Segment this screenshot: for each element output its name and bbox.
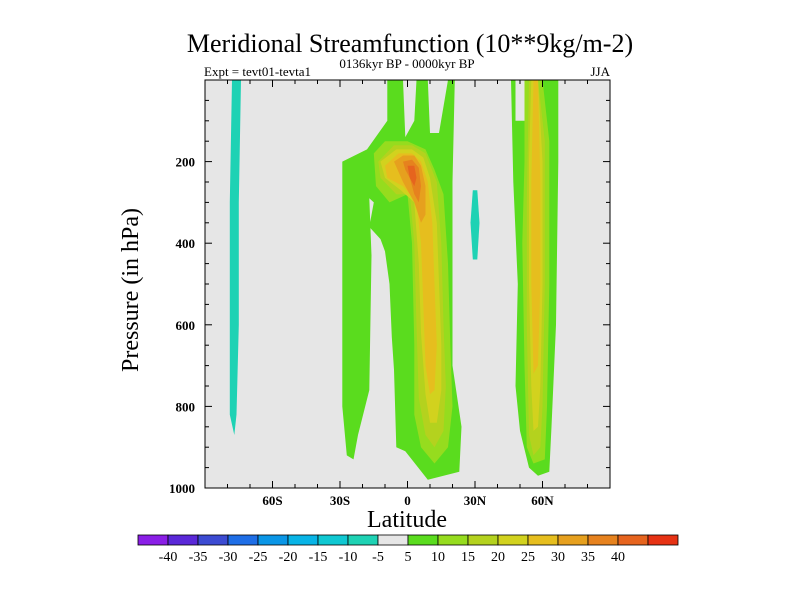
colorbar-labels: -40 -35 -30 -25 -20 -15 -10 -5 5 10 15 20 25 30 35 40 [159,550,625,565]
x-tick-label: 60S [262,493,282,508]
contour-region-12 [531,80,541,374]
chart-subtitle: 0136kyr BP - 0000kyr BP [339,56,474,71]
colorbar-label: -40 [159,550,178,565]
colorbar-label: 5 [405,550,412,565]
y-tick-label: 200 [176,155,196,170]
colorbar-swatch [287,534,319,546]
x-axis-ticks: 60S 30S 0 30N 60N [204,80,611,508]
contour-region-0 [229,80,241,435]
colorbar-swatch [557,534,589,546]
colorbar-label: -15 [309,550,328,565]
colorbar-swatch [257,534,289,546]
y-tick-label: 800 [176,399,196,414]
y-tick-label: 400 [176,236,196,251]
colorbar-label: 15 [461,550,475,565]
colorbar-label: -25 [249,550,268,565]
colorbar-swatch [227,534,259,546]
colorbar-label: -35 [189,550,208,565]
colorbar-label: -20 [279,550,298,565]
colorbar-swatch [647,534,679,546]
colorbar-swatch [467,534,499,546]
colorbar-swatch [617,534,649,546]
colorbar-swatch [377,534,409,546]
contour-region-15 [407,165,417,187]
colorbar-swatch [527,534,559,546]
experiment-label: Expt = tevt01-tevta1 [204,64,311,79]
colorbar-label: 40 [611,550,625,565]
x-tick-label: 60N [531,493,554,508]
colorbar-label: 30 [551,550,565,565]
colorbar-label: 25 [521,550,535,565]
colorbar-swatch [497,534,529,546]
colorbar-swatch [167,534,199,546]
colorbar-swatch [197,534,229,546]
colorbar-swatch [317,534,349,546]
x-tick-label: 30S [330,493,350,508]
colorbar-label: 35 [581,550,595,565]
colorbar-swatch [137,534,169,546]
x-tick-label: 30N [464,493,487,508]
colorbar-swatch [587,534,619,546]
colorbar [137,534,679,546]
colorbar-label: -10 [339,550,358,565]
colorbar-label: -5 [372,550,384,565]
y-tick-label: 600 [176,318,196,333]
contour-region-1 [470,190,480,260]
contour-fills [229,80,559,480]
colorbar-label: 10 [431,550,445,565]
x-tick-label: 0 [404,493,411,508]
colorbar-swatch [407,534,439,546]
colorbar-swatch [347,534,379,546]
y-axis-label: Pressure (in hPa) [118,208,144,372]
colorbar-label: 20 [491,550,505,565]
chart-title: Meridional Streamfunction (10**9kg/m-2) [187,29,633,58]
x-axis-label: Latitude [367,507,447,533]
season-label: JJA [590,64,610,79]
colorbar-label: -30 [219,550,238,565]
y-tick-label: 1000 [169,481,195,496]
colorbar-swatch [437,534,469,546]
y-axis-ticks: 200 400 600 800 1000 [169,79,610,496]
